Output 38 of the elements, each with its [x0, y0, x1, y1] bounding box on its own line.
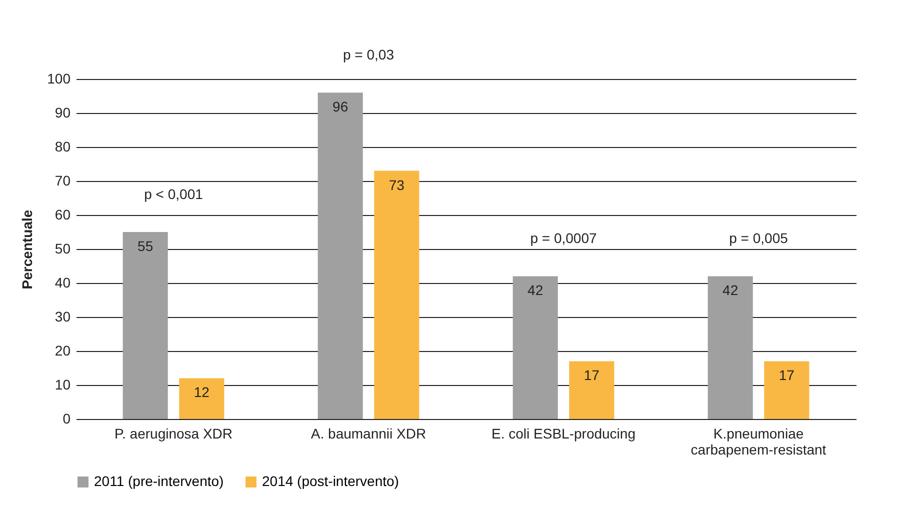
data-label: 42 [722, 282, 738, 298]
bar [764, 361, 810, 419]
data-label: 12 [194, 384, 210, 400]
data-label: 96 [332, 98, 348, 115]
x-tick-label: K.pneumoniae carbapenem-resistant [690, 426, 826, 458]
bar [318, 92, 363, 419]
x-tick-label: A. baumannii XDR [310, 426, 426, 442]
x-tick-label: E. coli ESBL-producing [492, 426, 636, 442]
y-tick-label: 30 [54, 308, 71, 324]
data-label: 55 [138, 238, 154, 254]
data-label: 42 [528, 282, 544, 298]
x-tick-label: P. aeruginosa XDR [114, 426, 233, 442]
y-tick-label: 20 [54, 342, 71, 358]
bar [569, 361, 614, 419]
y-tick-label: 0 [62, 410, 71, 426]
bar [122, 232, 168, 419]
bar [374, 170, 420, 419]
bar [179, 378, 224, 419]
data-label: 73 [388, 176, 405, 193]
bar [708, 276, 753, 419]
y-tick-label: 100 [47, 70, 71, 86]
data-label: 17 [778, 367, 795, 384]
y-tick-label: 40 [54, 274, 71, 290]
y-tick-label: 90 [54, 104, 71, 120]
annotation: p = 0,0007 [530, 230, 597, 246]
annotation: p = 0,005 [729, 230, 788, 246]
y-tick-label: 50 [54, 240, 71, 256]
annotation: p < 0,001 [144, 186, 204, 202]
legend-label: 2014 (post-intervento) [262, 473, 399, 489]
y-axis-title: Percentuale [19, 210, 36, 290]
y-tick-label: 10 [54, 376, 71, 392]
y-tick-label: 60 [54, 206, 71, 222]
y-tick-label: 80 [54, 138, 71, 154]
text: p = 0,03 [343, 46, 394, 63]
legend-label: 2011 (pre-intervento) [94, 473, 224, 489]
y-tick-label: 70 [54, 172, 71, 188]
data-label: 17 [584, 367, 600, 384]
bar [512, 276, 558, 419]
